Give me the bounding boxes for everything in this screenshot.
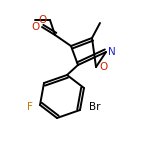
Text: O: O xyxy=(32,22,40,32)
Text: N: N xyxy=(108,47,116,57)
Text: F: F xyxy=(27,102,33,112)
Text: O: O xyxy=(99,62,107,72)
Text: Br: Br xyxy=(89,102,100,112)
Text: O: O xyxy=(39,15,47,25)
